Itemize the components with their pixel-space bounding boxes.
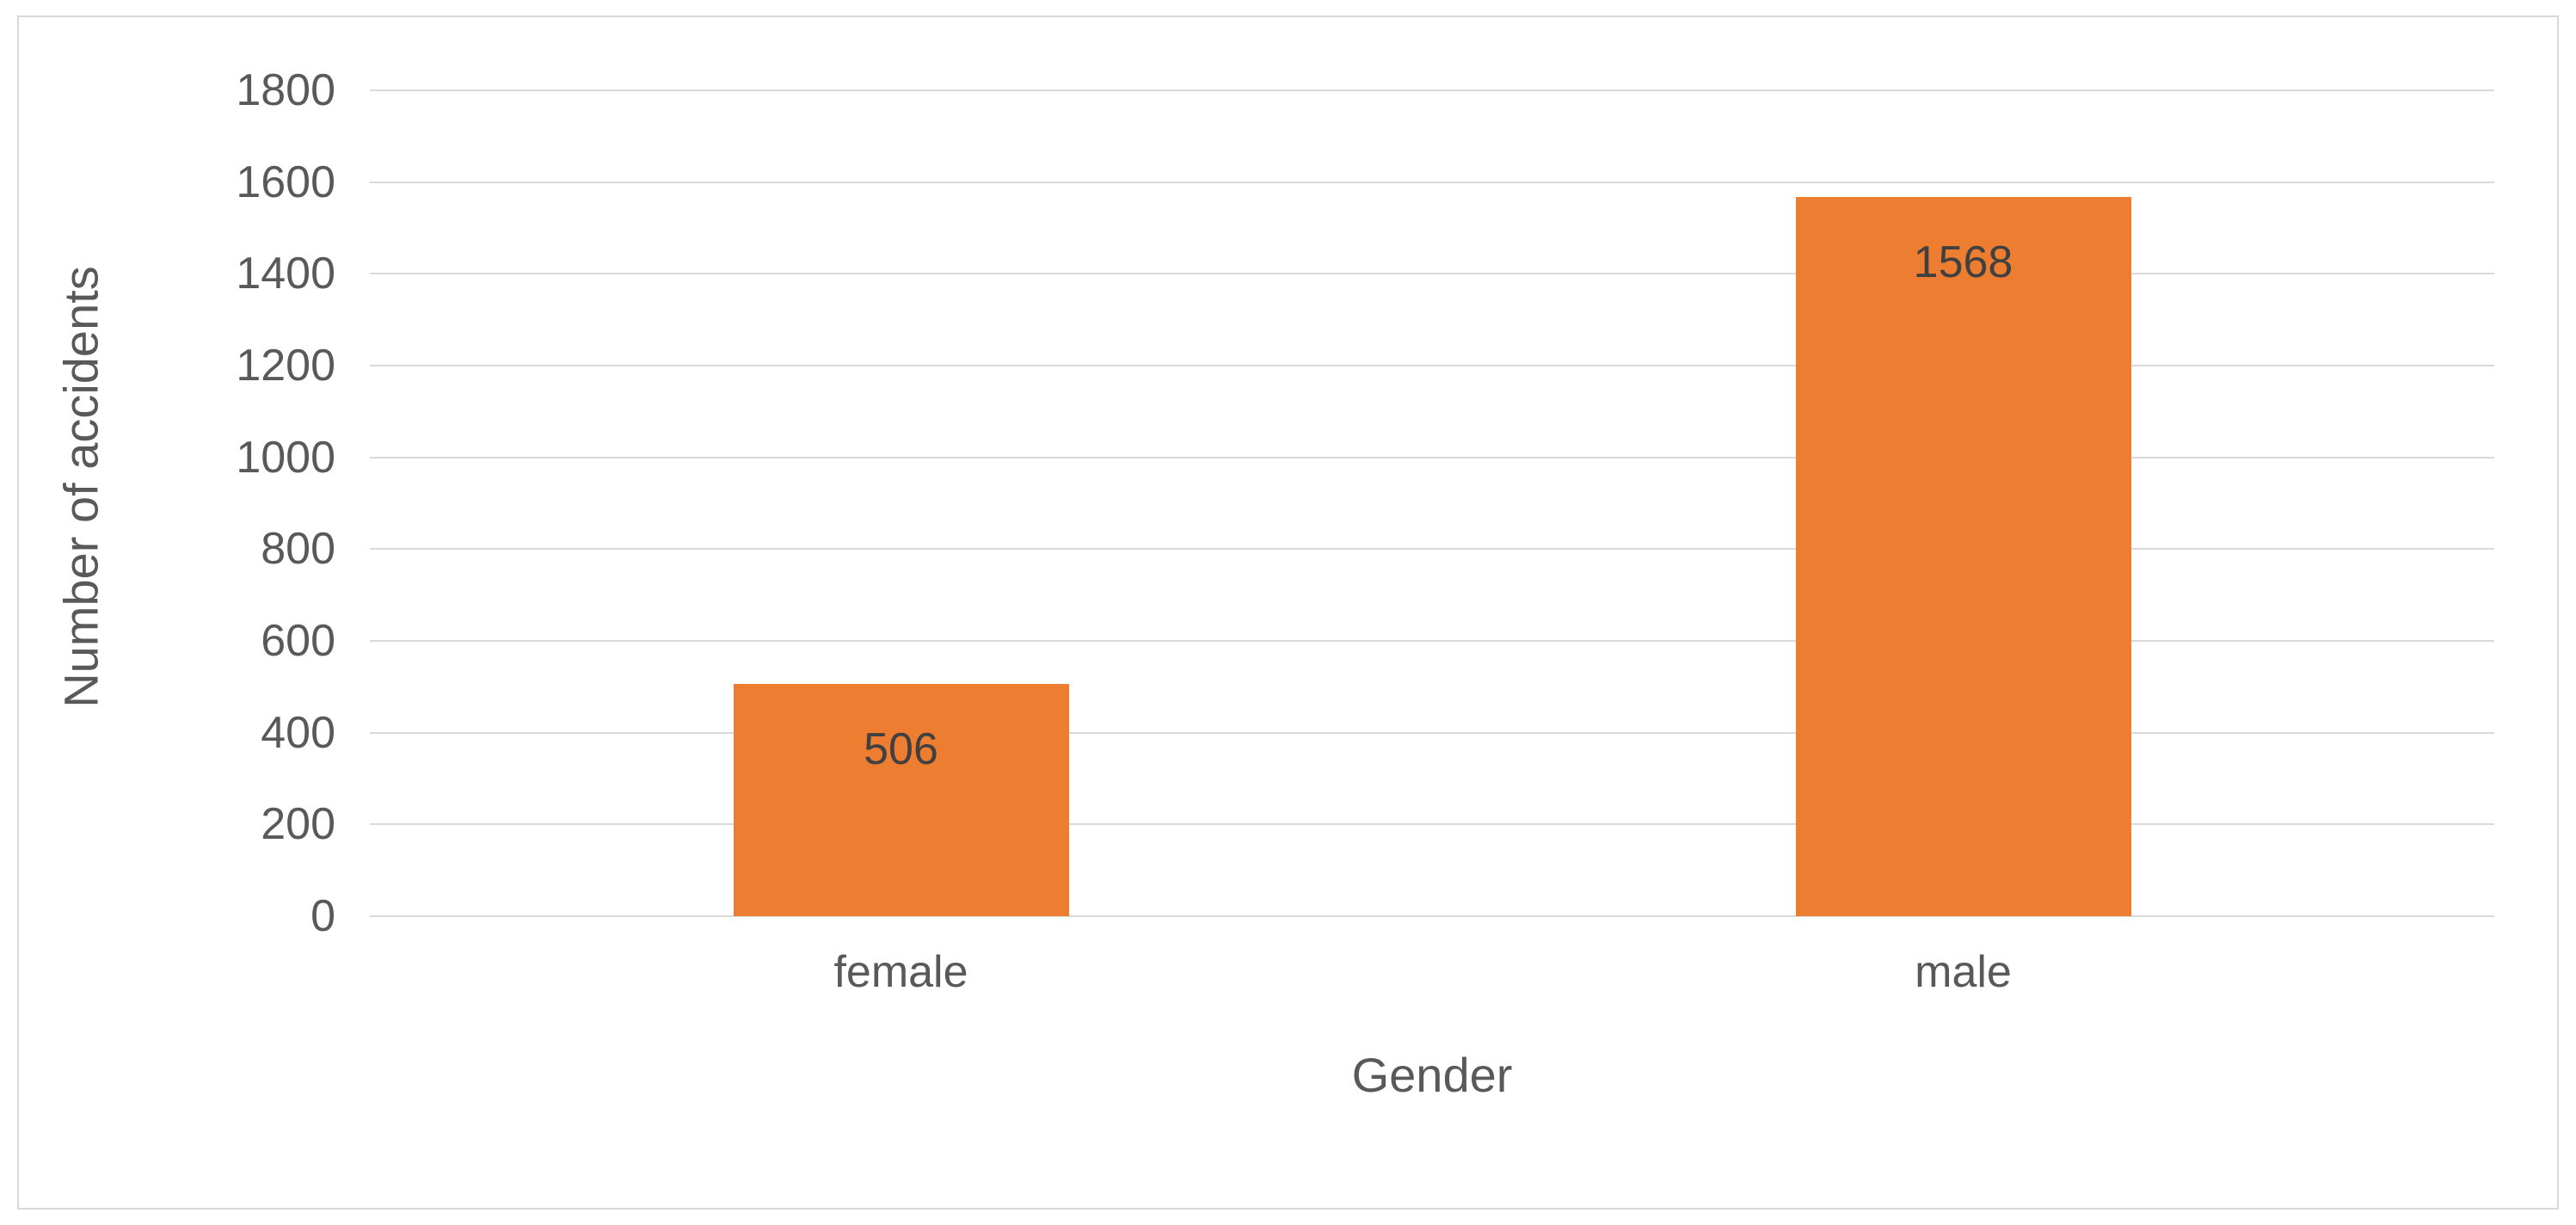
y-tick-label-400: 400 [261, 707, 335, 758]
bar-male[interactable]: 1568 [1795, 196, 2131, 916]
data-label-female: 506 [864, 724, 938, 775]
gridline-1400 [370, 273, 2494, 275]
bar-female[interactable]: 506 [733, 684, 1069, 916]
y-tick-label-800: 800 [261, 524, 335, 575]
gridline-0 [370, 915, 2494, 917]
y-tick-label-1200: 1200 [236, 341, 335, 391]
x-category-label-female: female [833, 947, 968, 997]
y-tick-label-0: 0 [310, 891, 335, 941]
gridline-600 [370, 640, 2494, 642]
gridline-200 [370, 823, 2494, 826]
data-label-male: 1568 [1913, 237, 2013, 287]
y-axis-title: Number of accidents [53, 266, 108, 708]
y-tick-label-200: 200 [261, 799, 335, 850]
gridline-1000 [370, 456, 2494, 459]
gridline-1200 [370, 365, 2494, 366]
y-tick-label-1000: 1000 [236, 432, 335, 483]
y-tick-label-1400: 1400 [236, 249, 335, 299]
x-axis-title: Gender [1351, 1048, 1513, 1102]
gridline-1600 [370, 181, 2494, 183]
y-tick-label-1800: 1800 [236, 65, 335, 115]
gridline-400 [370, 731, 2494, 734]
gridline-800 [370, 548, 2494, 551]
y-tick-label-1600: 1600 [236, 157, 335, 207]
x-category-label-male: male [1915, 947, 2012, 997]
chart-border [17, 15, 2559, 1210]
gridline-1800 [370, 89, 2494, 91]
y-tick-label-600: 600 [261, 616, 335, 666]
